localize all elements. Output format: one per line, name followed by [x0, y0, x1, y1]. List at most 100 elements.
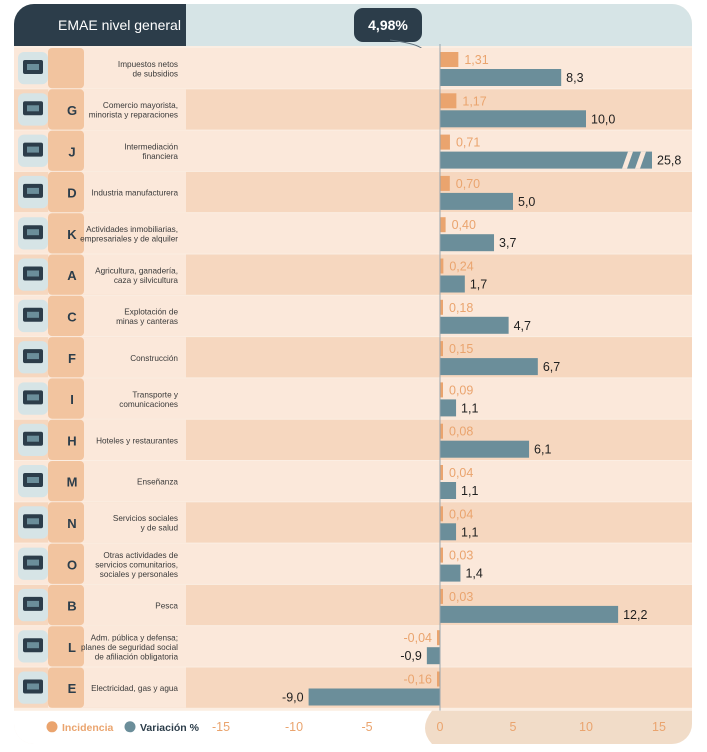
incidence-bar: [440, 52, 459, 67]
incidence-bar: [440, 382, 443, 398]
letter-box: [48, 171, 84, 213]
incidence-label: 0,18: [449, 301, 473, 315]
total-badge: [354, 8, 422, 42]
incidence-label: 0,71: [456, 136, 480, 150]
variation-label: 1,1: [461, 484, 478, 498]
letter-box: [48, 626, 84, 667]
category-row: B Pesca 0,03 12,2: [14, 584, 692, 626]
incidence-bar: [440, 506, 443, 522]
sector-label: Otras actividades de: [103, 551, 178, 560]
x-tick-label: -5: [361, 720, 372, 734]
header-title-band: [14, 4, 186, 46]
letter-box: [48, 543, 84, 584]
sector-label: Explotación de: [124, 308, 178, 317]
letter-box: [48, 48, 84, 89]
letter-box: [48, 502, 84, 543]
x-tick-label: 15: [652, 720, 666, 734]
real-estate-icon: [18, 217, 48, 250]
variation-bar: [440, 523, 457, 541]
sector-letter: E: [68, 681, 77, 696]
incidence-label: 0,15: [449, 342, 473, 356]
sector-label: de subsidios: [132, 69, 178, 78]
incidence-label: -0,16: [404, 673, 433, 687]
sector-label: Impuestos netos: [118, 60, 178, 69]
variation-label: 1,4: [465, 567, 482, 581]
sector-letter: L: [68, 640, 76, 655]
sector-label: Electricidad, gas y agua: [91, 684, 178, 693]
category-row: D Industria manufacturera 0,70 5,0: [14, 171, 692, 213]
variation-bar: [440, 358, 538, 376]
incidence-bar: [440, 299, 443, 315]
category-row: G Comercio mayorista,minorista y reparaci…: [14, 89, 692, 130]
sector-label: Enseñanza: [137, 478, 178, 487]
variation-bar: [440, 440, 530, 458]
variation-bar: [440, 316, 509, 334]
letter-box: [48, 213, 84, 254]
incidence-label: 1,17: [462, 94, 486, 108]
sector-label: minorista y reparaciones: [89, 111, 178, 120]
variation-label: 6,1: [534, 443, 551, 457]
legend-incidence-label: Incidencia: [62, 722, 114, 734]
variation-label: 5,0: [518, 195, 535, 209]
sector-letter: B: [67, 599, 76, 614]
letter-box: [48, 584, 84, 626]
variation-bar: [440, 275, 465, 293]
incidence-bar: [440, 341, 443, 357]
mining-icon: [18, 299, 48, 333]
letter-box: [48, 130, 84, 171]
sector-label: sociales y personales: [100, 570, 178, 579]
letter-box: [48, 667, 84, 708]
sector-label: planes de seguridad social: [81, 643, 178, 652]
variation-bar: [440, 151, 652, 169]
variation-label: 4,7: [514, 319, 531, 333]
utilities-icon: [18, 671, 48, 704]
transport-icon: [18, 382, 48, 415]
sector-label: Servicios sociales: [113, 514, 178, 523]
incidence-bar: [440, 547, 443, 563]
incidence-bar: [440, 258, 444, 274]
sector-label: Construcción: [130, 354, 178, 363]
page-title: EMAE nivel general: [58, 17, 181, 33]
government-icon: [18, 630, 48, 663]
sector-letter: G: [67, 103, 77, 118]
sector-letter: N: [67, 516, 76, 531]
incidence-bar: [440, 588, 443, 604]
incidence-bar: [440, 134, 450, 150]
incidence-label: 1,31: [464, 53, 488, 67]
sector-letter: A: [67, 268, 77, 283]
variation-bar: [440, 192, 513, 210]
store-icon: [18, 93, 48, 126]
letter-box: [48, 337, 84, 378]
chart-svg: EMAE nivel general 4,98%Impuestos netosde…: [14, 4, 692, 744]
variation-label: 3,7: [499, 236, 516, 250]
legend-variation-label: Variación %: [140, 722, 200, 734]
axis-break-mark: [622, 151, 633, 169]
category-row: M Enseñanza 0,04 1,1: [14, 461, 692, 502]
category-row: H Hoteles y restaurantes 0,08 6,1: [14, 419, 692, 460]
bank-icon: [18, 134, 48, 167]
category-row: L Adm. pública y defensa;planes de seguri…: [14, 626, 692, 667]
letter-box: [48, 89, 84, 130]
incidence-bar: [440, 175, 450, 191]
sector-label: comunicaciones: [119, 400, 178, 409]
variation-bar: [426, 647, 440, 665]
sector-label: empresariales y de alquiler: [80, 235, 178, 244]
incidence-label: 0,03: [449, 549, 473, 563]
variation-label: -9,0: [282, 691, 304, 705]
incidence-label: 0,09: [449, 383, 473, 397]
variation-bar: [308, 688, 440, 706]
sector-letter: H: [67, 433, 76, 448]
variation-label: 10,0: [591, 112, 615, 126]
incidence-label: 0,24: [449, 260, 473, 274]
variation-bar: [440, 605, 619, 623]
variation-label: -0,9: [400, 649, 422, 663]
variation-bar: [440, 234, 495, 252]
incidence-label: 0,70: [456, 177, 480, 191]
sector-label: minas y canteras: [116, 317, 178, 326]
agriculture-icon: [18, 258, 48, 291]
legend-variation-swatch: [124, 721, 136, 733]
